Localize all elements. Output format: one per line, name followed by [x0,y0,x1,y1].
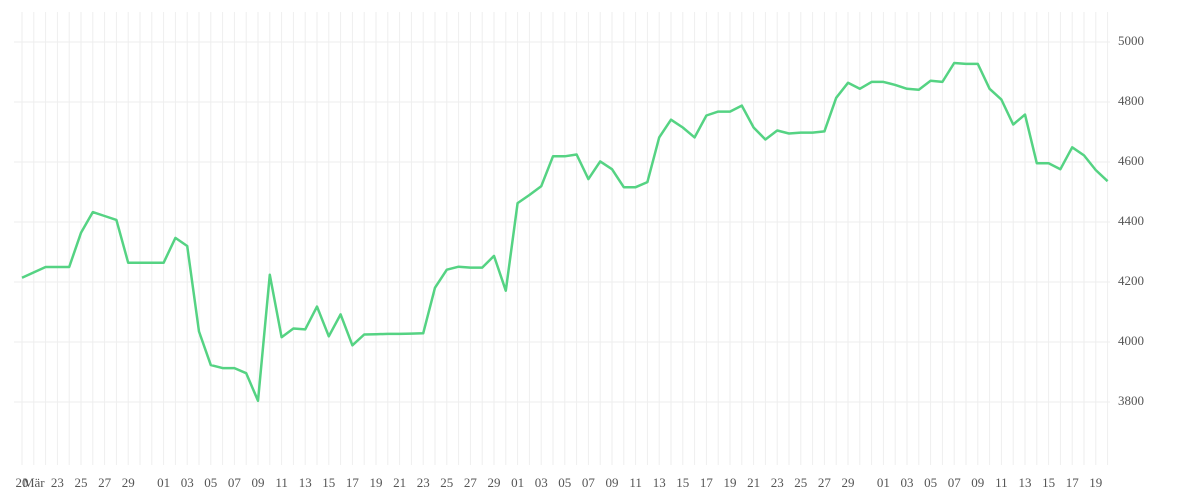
x-tick-label: 23 [51,475,64,490]
x-tick-label: 27 [464,475,478,490]
x-tick-label: 07 [228,475,242,490]
price-line [21,61,1109,403]
x-tick-label: 03 [901,475,914,490]
x-tick-label: 27 [98,475,112,490]
y-tick-label: 5000 [1118,33,1144,48]
x-tick-label: 23 [417,475,430,490]
x-tick-label: 07 [582,475,596,490]
x-tick-label: 25 [440,475,453,490]
y-tick-label: 4200 [1118,273,1144,288]
x-tick-label: 03 [535,475,548,490]
x-tick-label: 21 [747,475,760,490]
x-tick-label: 15 [322,475,335,490]
x-tick-label: 15 [1042,475,1055,490]
x-tick-label: 01 [157,475,170,490]
x-tick-label: 11 [629,475,642,490]
y-tick-label: 4400 [1118,213,1144,228]
x-tick-label: 13 [1019,475,1032,490]
x-tick-label: 15 [676,475,689,490]
x-tick-label: 11 [995,475,1008,490]
x-tick-label: Mär [23,475,45,490]
x-tick-label: 27 [818,475,832,490]
y-tick-label: 4000 [1118,333,1144,348]
x-tick-label: 19 [1089,475,1102,490]
x-tick-label: 01 [877,475,890,490]
x-tick-label: 17 [346,475,360,490]
x-tick-label: 25 [794,475,807,490]
x-tick-label: 09 [971,475,984,490]
y-tick-label: 4600 [1118,153,1144,168]
x-tick-label: 05 [204,475,217,490]
x-tick-label: 29 [488,475,501,490]
x-tick-label: 17 [1066,475,1080,490]
x-tick-label: 09 [252,475,265,490]
y-tick-label: 3800 [1118,393,1144,408]
x-tick-label: 13 [299,475,312,490]
x-tick-label: 11 [275,475,288,490]
x-tick-label: 29 [122,475,135,490]
x-tick-label: 21 [393,475,406,490]
x-tick-label: 19 [370,475,383,490]
x-tick-label: 29 [842,475,855,490]
x-tick-label: 20 [16,475,29,490]
y-tick-label: 4800 [1118,93,1144,108]
x-tick-label: 23 [771,475,784,490]
x-tick-label: 13 [653,475,666,490]
x-tick-label: 01 [511,475,524,490]
x-tick-label: 25 [75,475,88,490]
x-tick-label: 17 [700,475,714,490]
x-tick-label: 05 [558,475,571,490]
x-tick-label: 07 [948,475,962,490]
x-tick-label: 19 [724,475,737,490]
x-tick-label: 09 [606,475,619,490]
x-tick-label: 03 [181,475,194,490]
x-tick-label: 05 [924,475,937,490]
